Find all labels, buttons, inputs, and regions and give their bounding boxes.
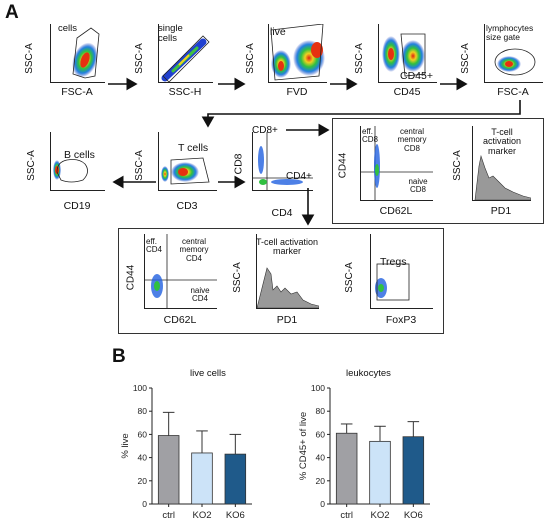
x-tick-label: ctrl [162,510,175,521]
cd4mem-y-label: CD44 [125,264,137,291]
cd8mem-x-label: CD62L [379,205,413,217]
bcells-x-label: CD19 [63,200,91,212]
y-tick-label: 0 [320,499,325,509]
tregs-gate-label: Tregs [380,256,407,268]
y-axis-label: % CD45+ of live [298,412,309,480]
cd45-x-label: CD45 [393,86,421,98]
cd8pd1-title: T-cell activation marker [482,127,522,156]
cells-gate-label: cells [58,23,78,34]
cd4-naive-label: naive CD4 [190,286,210,304]
y-axis-label: % live [120,433,131,458]
chart2-title: leukocytes [346,368,391,379]
y-tick-label: 80 [138,406,148,416]
single-gate-label: single cells [158,23,183,44]
x-tick-label: KO2 [370,510,389,521]
bcells-plot [50,132,105,191]
y-tick-label: 0 [142,499,147,509]
bar-ko2 [191,452,213,505]
bar-ko2 [369,440,391,505]
cd8pd1-plot [472,126,531,201]
cd45-gate-label: CD45+ [400,70,433,82]
y-tick-label: 100 [133,383,147,393]
cd4pd1-title: T-cell activation marker [255,237,319,257]
bar-ctrl [335,432,358,505]
y-tick-label: 20 [316,476,326,486]
live-plot [268,24,327,83]
cd4-eff-label: eff. CD4 [146,237,163,255]
tcells-x-label: CD3 [176,200,198,212]
cd8pd1-x-label: PD1 [490,205,512,217]
bar-ko6 [402,436,425,505]
cd8-central-label: central memory CD8 [397,127,427,153]
cd4-subset-box [118,228,444,334]
tcells-plot [158,132,217,191]
cd8-gate-label: CD8+ [252,125,278,136]
cd8-eff-label: eff. CD8 [362,127,379,145]
lymph-x-label: FSC-A [497,86,529,98]
tcells-gate-label: T cells [178,142,209,154]
lymph-plot [484,24,543,83]
live-gate-label: live [270,26,286,38]
lymph-gate-label: lymphocytes size gate [486,23,534,42]
panel-a-letter: A [5,2,19,23]
x-tick-label: KO6 [404,510,423,521]
chart1-title: live cells [190,368,226,379]
single-plot [158,24,213,83]
y-tick-label: 20 [138,476,148,486]
tregs-y-label: SSC-A [343,262,355,293]
x-tick-label: KO2 [192,510,211,521]
y-tick-label: 60 [316,429,326,439]
y-tick-label: 100 [311,383,325,393]
tregs-plot [370,234,433,309]
x-tick-label: ctrl [340,510,353,521]
y-tick-label: 40 [138,453,148,463]
cd8cd4-x-label: CD4 [271,207,293,219]
cd8-subset-box [332,118,544,224]
cd4mem-plot [144,234,217,309]
cd4mem-x-label: CD62L [163,314,197,326]
gating-arrows [108,77,521,226]
live-x-label: FVD [286,86,308,98]
cd4-gate-label: CD4+ [286,171,312,182]
bar-ko6 [224,453,247,505]
bar-ctrl [157,435,180,505]
cd8cd4-plot [252,132,313,191]
cd45-plot [378,24,437,83]
cd8mem-plot [360,126,433,201]
y-tick-label: 80 [316,406,326,416]
chart-leukocytes: 0 20 40 60 80 100 % CD45+ of live ctrl KO2 KO6 [298,383,430,521]
cd8-naive-label: naive CD8 [408,177,428,195]
tregs-x-label: FoxP3 [385,314,417,326]
cd4pd1-plot [256,234,319,309]
cells-plot [50,24,105,83]
cd4pd1-x-label: PD1 [276,314,298,326]
panel-b-letter: B [112,346,126,367]
x-tick-label: KO6 [226,510,245,521]
cd4-central-label: central memory CD4 [179,237,209,263]
cells-x-label: FSC-A [61,86,93,98]
cd4pd1-y-label: SSC-A [231,262,243,293]
y-tick-label: 60 [138,429,148,439]
y-tick-label: 40 [316,453,326,463]
bcells-gate-label: B cells [64,149,95,161]
chart-live-cells: 0 20 40 60 80 100 % live ctrl KO2 KO6 [120,383,252,521]
single-x-label: SSC-H [168,86,202,98]
